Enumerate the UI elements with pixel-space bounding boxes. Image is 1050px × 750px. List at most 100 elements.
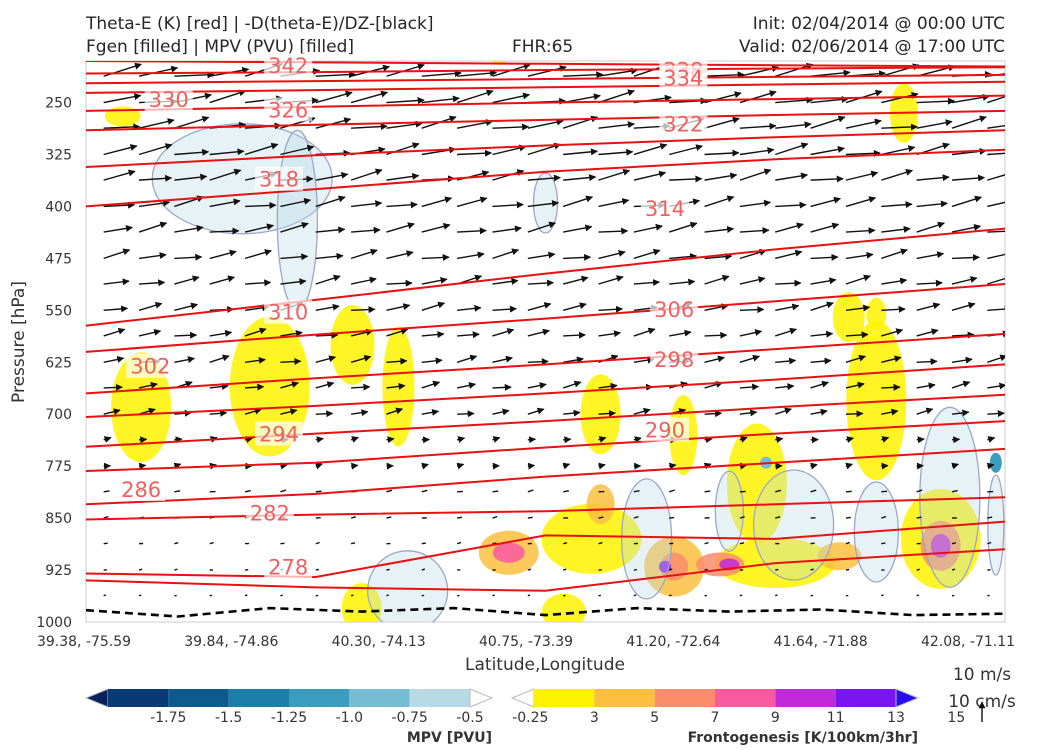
wind-vector [315, 410, 334, 418]
wind-vector [350, 409, 369, 417]
wind-vector [563, 356, 584, 364]
mpv-region [752, 469, 835, 581]
wind-vector [386, 516, 392, 519]
wind-vector [492, 277, 519, 285]
wind-vector [881, 462, 889, 470]
wind-vector [598, 250, 626, 260]
wind-vector [845, 436, 854, 443]
wind-vector [916, 382, 936, 390]
wind-vector [704, 410, 723, 418]
theta-e-label: 298 [654, 348, 694, 372]
wind-vector [421, 542, 426, 545]
wind-vector [775, 142, 809, 156]
fgen-region [104, 106, 141, 127]
wind-vector [315, 331, 339, 339]
fgen-colorbar-swatch [775, 689, 836, 707]
wind-vector [386, 568, 390, 571]
wind-vector [598, 89, 635, 104]
fgen-colorbar-swatch [835, 689, 896, 707]
wind-vector [457, 227, 487, 235]
wind-vector [598, 409, 617, 417]
wind-vector [421, 276, 448, 285]
wind-vector [174, 302, 199, 312]
y-tick-label: 700 [45, 407, 72, 423]
fgen-region [832, 292, 865, 343]
mpv-colorbar-swatch [108, 689, 169, 707]
wind-vector [598, 330, 622, 338]
wind-vector [350, 594, 354, 597]
wind-vector [916, 328, 939, 337]
wind-vector [103, 144, 138, 156]
wind-vector [350, 354, 372, 363]
wind-vector [138, 252, 167, 260]
wind-vector [810, 568, 814, 571]
wind-vector [916, 200, 948, 208]
fgen-region [817, 542, 862, 571]
wind-vector [916, 174, 950, 182]
wind-vector [421, 408, 440, 416]
wind-vector [103, 248, 131, 260]
fgen-colorbar-tick-label: 9 [771, 710, 780, 726]
wind-vector [456, 381, 477, 389]
wind-vector [775, 62, 814, 77]
fgen-colorbar-swatch [654, 689, 715, 707]
wind-vector [315, 436, 324, 444]
theta-e-line [86, 227, 1005, 327]
x-tick-label: 42.08, -71.11 [921, 634, 1015, 650]
wind-vector [315, 195, 346, 208]
y-tick-label: 400 [45, 199, 72, 215]
wind-vector [881, 248, 908, 260]
wind-vector [244, 436, 254, 443]
wind-vector [845, 462, 854, 470]
y-axis-label: Pressure [hPa] [9, 281, 29, 403]
y-tick-label: 925 [45, 563, 72, 579]
theta-e-line [86, 109, 1005, 132]
wind-vector [421, 253, 450, 261]
frontogenesis-colorbar-title: Frontogenesis [K/100km/3hr] [688, 730, 918, 746]
wind-vector [350, 515, 357, 519]
wind-vector [775, 172, 809, 181]
wind-vector [386, 489, 393, 493]
wind-vector [386, 357, 408, 365]
theta-e-contours [86, 61, 1005, 592]
wind-vector [350, 542, 356, 545]
theta-e-label: 302 [130, 355, 170, 379]
wind-vector [881, 594, 884, 597]
wind-vector [704, 172, 738, 181]
wind-vector [669, 516, 675, 519]
mpv-colorbar-swatch [289, 689, 350, 707]
wind-vector [244, 489, 251, 493]
wind-vector [244, 249, 272, 260]
wind-vector [563, 224, 593, 233]
wind-vector [563, 71, 604, 79]
wind-vector [987, 305, 1005, 313]
wind-vector [775, 594, 778, 597]
wind-vector [457, 331, 480, 339]
wind-vector [456, 541, 462, 545]
mpv-colorbar-tick-label: -0.25 [512, 710, 548, 726]
theta-e-label-bg [144, 87, 193, 112]
wind-vector [669, 175, 703, 183]
wind-vector [633, 170, 667, 181]
chart-title-line-1: Theta-E (K) [red] | -D(theta-E)/DZ-[blac… [86, 14, 434, 34]
wind-vector [669, 278, 696, 286]
x-tick-label: 39.84, -74.86 [184, 634, 278, 650]
wind-vector [704, 355, 725, 363]
wind-vector [138, 174, 173, 182]
wind-vector [456, 436, 466, 443]
theta-e-label-bg [650, 296, 699, 321]
wind-vector [668, 221, 698, 233]
wind-vector [492, 383, 512, 391]
theta-e-line [86, 148, 1005, 208]
wind-vector [987, 436, 996, 443]
wind-vector [810, 196, 841, 208]
mpv-colorbar-tip-high [469, 688, 494, 708]
wind-vector [562, 275, 589, 285]
wind-vector [704, 274, 730, 285]
wind-vector [598, 198, 630, 208]
wind-vector [527, 382, 547, 389]
wind-vector [916, 568, 920, 571]
mpv-colorbar-title: MPV [PVU] [407, 730, 492, 746]
fgen-region [330, 304, 375, 385]
wind-vector [775, 407, 792, 415]
